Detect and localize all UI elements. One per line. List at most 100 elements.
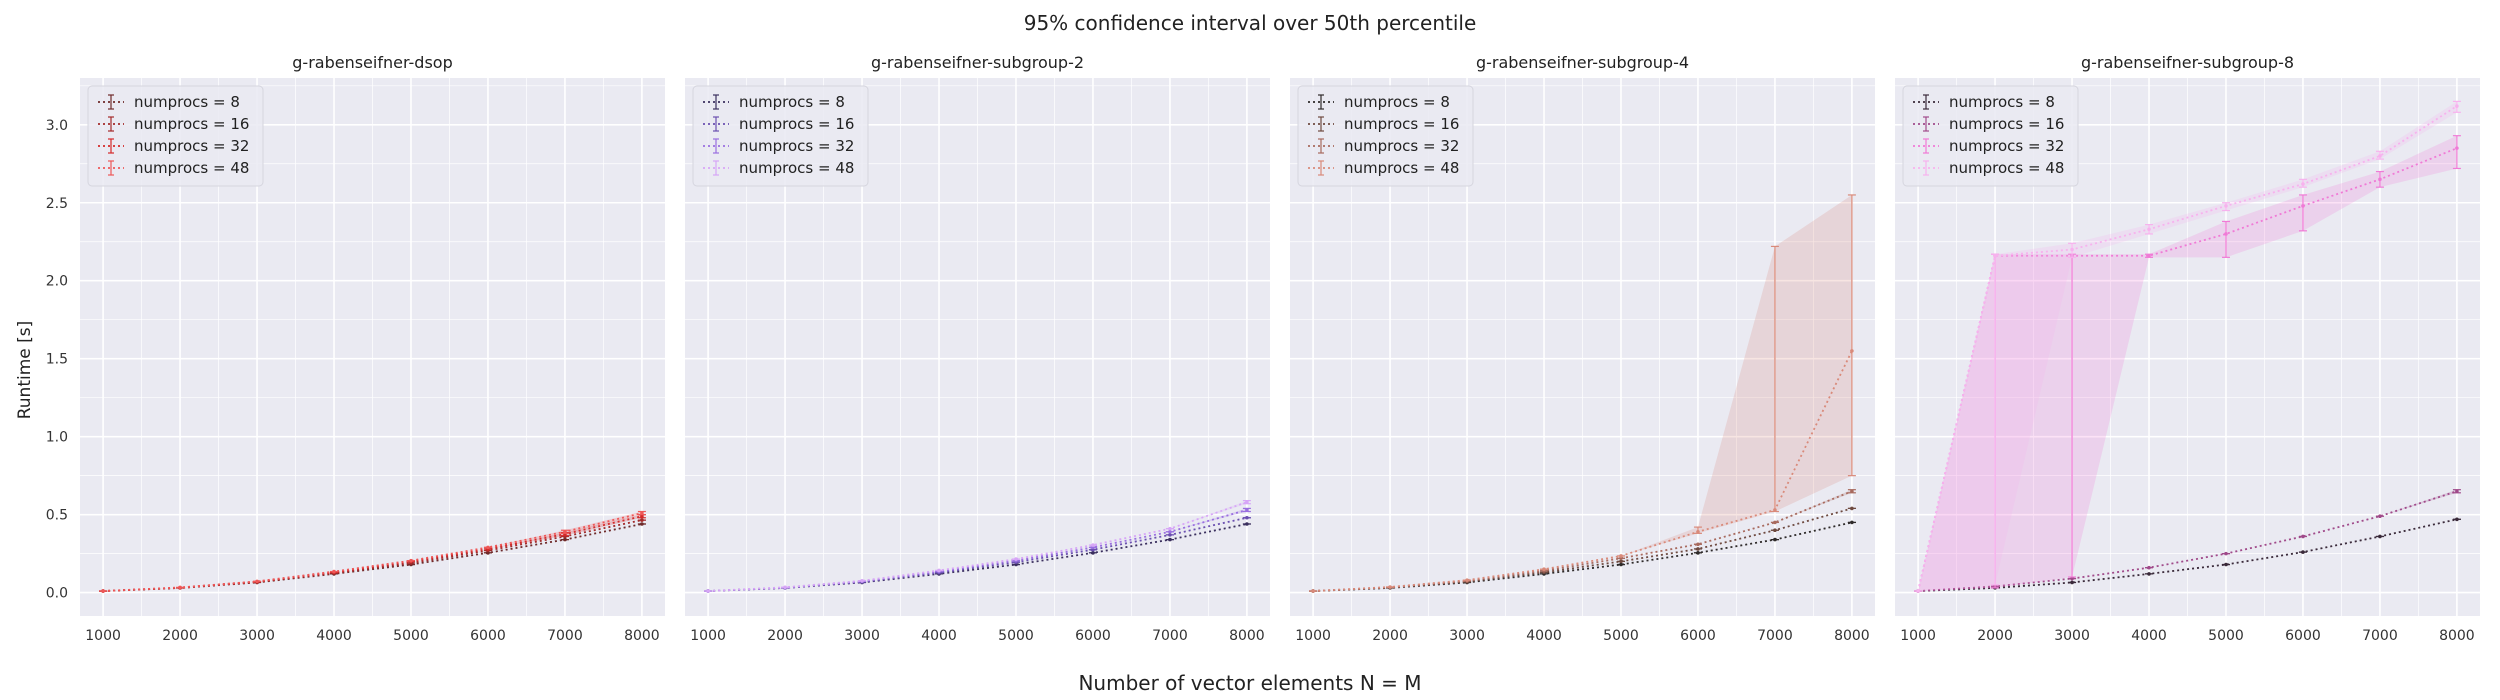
data-point xyxy=(2455,146,2459,150)
data-point xyxy=(1696,542,1700,547)
data-point xyxy=(1619,559,1623,564)
data-point xyxy=(706,589,710,593)
panel-title: g-rabenseifner-subgroup-2 xyxy=(871,53,1084,72)
data-point xyxy=(1091,543,1095,547)
x-tick-label: 3000 xyxy=(844,628,880,644)
panel-title: g-rabenseifner-dsop xyxy=(292,53,452,72)
x-tick-label: 5000 xyxy=(1603,628,1639,644)
data-point xyxy=(1916,589,1920,593)
median-line xyxy=(1917,105,2458,592)
data-point xyxy=(783,585,787,590)
data-point xyxy=(1245,500,1249,504)
data-point xyxy=(1014,557,1018,561)
data-point xyxy=(1619,562,1623,567)
data-point xyxy=(2070,580,2074,585)
x-tick-label: 7000 xyxy=(1757,628,1793,644)
series-4 xyxy=(704,500,1251,593)
x-tick-label: 3000 xyxy=(239,628,275,644)
x-tick-label: 7000 xyxy=(1152,628,1188,644)
x-tick-label: 6000 xyxy=(470,628,506,644)
x-tick-label: 2000 xyxy=(1372,628,1408,644)
data-point xyxy=(1696,551,1700,555)
data-point xyxy=(1168,526,1172,531)
median-line xyxy=(708,516,1248,592)
data-point xyxy=(860,578,864,583)
data-point xyxy=(2455,104,2459,108)
x-tick-label: 2000 xyxy=(1977,628,2013,644)
x-tick-label: 8000 xyxy=(624,628,660,644)
data-point xyxy=(2301,534,2305,539)
median-line xyxy=(1918,518,2458,592)
legend-box xyxy=(1902,85,2079,187)
data-point xyxy=(2301,182,2305,186)
legend-box xyxy=(1297,85,1474,187)
data-point xyxy=(1850,506,1854,511)
y-tick-label: 0.5 xyxy=(46,508,68,524)
data-point xyxy=(2455,517,2459,522)
data-point xyxy=(101,589,105,593)
x-axis-label: Number of vector elements N = M xyxy=(1078,671,1421,695)
data-point xyxy=(1245,515,1249,520)
panel-1: g-rabenseifner-dsop 1000 2000 3000 4000 5000 6… xyxy=(46,53,665,644)
x-tick-label: 1000 xyxy=(1900,628,1936,644)
median-line xyxy=(708,523,1248,592)
data-point xyxy=(2455,489,2459,494)
legend-label: numprocs = 16 xyxy=(739,115,854,133)
data-point xyxy=(1696,529,1700,534)
y-tick-label: 1.0 xyxy=(46,430,68,446)
legend: numprocs = 8 numprocs = 16 numprocs = 32 nu… xyxy=(1297,85,1474,187)
x-tick-label: 2000 xyxy=(162,628,198,644)
x-tick-label: 5000 xyxy=(393,628,429,644)
legend-label: numprocs = 16 xyxy=(1949,115,2064,133)
legend-label: numprocs = 48 xyxy=(1344,159,1459,177)
x-tick-label: 7000 xyxy=(547,628,583,644)
data-point xyxy=(937,568,941,573)
x-tick-label: 4000 xyxy=(921,628,957,644)
legend: numprocs = 8 numprocs = 16 numprocs = 32 nu… xyxy=(692,85,869,187)
data-point xyxy=(1168,529,1172,534)
data-point xyxy=(2147,572,2151,576)
median-line xyxy=(1918,490,2458,592)
panel-title: g-rabenseifner-subgroup-4 xyxy=(1476,53,1689,72)
data-point xyxy=(2224,551,2228,556)
data-point xyxy=(332,569,336,574)
data-point xyxy=(1696,547,1700,551)
x-tick-label: 8000 xyxy=(2439,628,2475,644)
median-line xyxy=(708,509,1248,592)
legend-label: numprocs = 32 xyxy=(1949,137,2064,155)
data-point xyxy=(1850,489,1854,494)
x-tick-label: 5000 xyxy=(2208,628,2244,644)
data-point xyxy=(2147,565,2151,570)
legend-label: numprocs = 8 xyxy=(1344,93,1450,111)
confidence-band xyxy=(1313,194,1852,592)
data-point xyxy=(1311,589,1315,593)
legend-label: numprocs = 16 xyxy=(1344,115,1459,133)
panel-2: g-rabenseifner-subgroup-2 1000 2000 3000 400… xyxy=(685,53,1270,644)
legend-box xyxy=(692,85,869,187)
data-point xyxy=(1542,567,1546,572)
x-tick-label: 8000 xyxy=(1834,628,1870,644)
legend-label: numprocs = 8 xyxy=(134,93,240,111)
data-point xyxy=(1773,508,1777,512)
x-tick-label: 4000 xyxy=(1526,628,1562,644)
x-tick-label: 8000 xyxy=(1229,628,1265,644)
series-4 xyxy=(99,510,646,593)
x-tick-label: 4000 xyxy=(2131,628,2167,644)
data-point xyxy=(1245,522,1249,526)
x-tick-label: 1000 xyxy=(1295,628,1331,644)
y-tick-label: 3.0 xyxy=(46,118,68,134)
data-point xyxy=(2378,514,2382,518)
median-line xyxy=(1313,350,1853,592)
panel-4: g-rabenseifner-subgroup-8 1000 2000 3000 400… xyxy=(1895,53,2480,644)
confidence-band xyxy=(1918,101,2457,592)
data-point xyxy=(563,537,567,542)
panel-title: g-rabenseifner-subgroup-8 xyxy=(2081,53,2294,72)
x-tick-label: 6000 xyxy=(1075,628,1111,644)
median-line xyxy=(708,501,1248,592)
x-tick-label: 7000 xyxy=(2362,628,2398,644)
data-point xyxy=(1850,520,1854,525)
y-tick-label: 1.5 xyxy=(46,352,68,368)
median-line xyxy=(1917,147,2458,592)
y-axis-label: Runtime [s] xyxy=(15,321,35,420)
